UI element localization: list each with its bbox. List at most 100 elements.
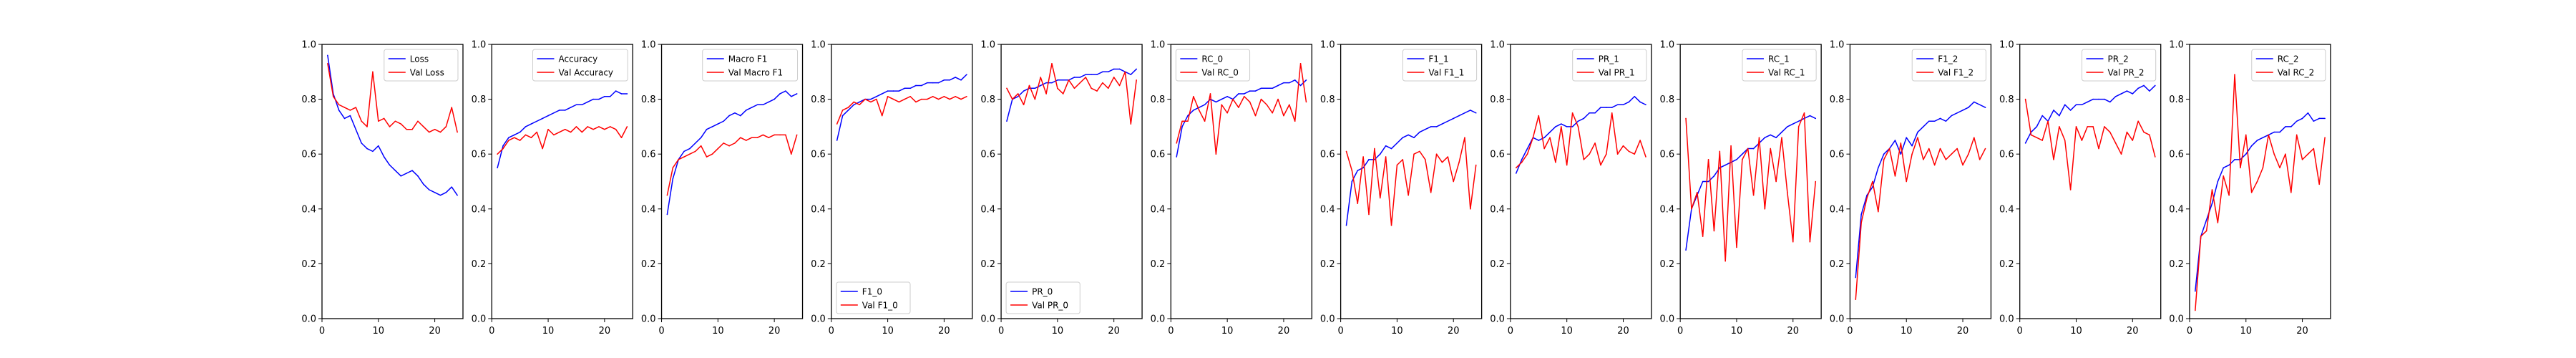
data-point bbox=[434, 128, 436, 130]
data-point bbox=[1719, 150, 1721, 153]
data-point bbox=[2223, 175, 2225, 177]
x-tick-label: 10 bbox=[1731, 326, 1743, 337]
y-tick-label: 0.0 bbox=[641, 314, 656, 325]
data-point bbox=[728, 145, 730, 147]
x-tick-label: 20 bbox=[2127, 326, 2139, 337]
data-point bbox=[1425, 128, 1426, 130]
data-point bbox=[1215, 153, 1217, 155]
data-point bbox=[1221, 98, 1223, 100]
data-point bbox=[847, 110, 849, 111]
data-point bbox=[559, 131, 560, 133]
data-point bbox=[1226, 112, 1228, 114]
y-tick-label: 0.2 bbox=[811, 259, 826, 270]
data-point bbox=[1855, 299, 1857, 300]
data-point bbox=[756, 137, 758, 139]
data-point bbox=[1243, 95, 1245, 97]
data-point bbox=[542, 147, 543, 150]
legend-label: PR_1 bbox=[1599, 54, 1619, 64]
data-point bbox=[1543, 137, 1545, 139]
data-point bbox=[1866, 197, 1868, 199]
series-line-train bbox=[2195, 112, 2326, 291]
x-tick-label: 20 bbox=[599, 326, 611, 337]
data-point bbox=[581, 104, 583, 106]
data-point bbox=[1713, 175, 1715, 177]
data-point bbox=[864, 98, 866, 100]
data-point bbox=[1390, 224, 1392, 226]
legend-label: Val RC_1 bbox=[1768, 68, 1805, 78]
data-point bbox=[1697, 192, 1698, 193]
data-point bbox=[960, 79, 962, 81]
data-point bbox=[451, 107, 453, 108]
y-tick-label: 0.2 bbox=[980, 259, 995, 270]
legend-label: F1_2 bbox=[1938, 54, 1958, 64]
data-point bbox=[1571, 126, 1574, 127]
data-point bbox=[1894, 140, 1896, 141]
x-tick-label: 0 bbox=[319, 326, 325, 337]
data-point bbox=[859, 101, 861, 103]
data-point bbox=[615, 90, 617, 92]
data-point bbox=[400, 123, 402, 125]
data-point bbox=[434, 192, 436, 193]
legend-label: Val F1_0 bbox=[862, 301, 898, 311]
data-point bbox=[2024, 98, 2026, 100]
data-point bbox=[1917, 131, 1918, 133]
data-point bbox=[1775, 180, 1777, 183]
series-line-val bbox=[1516, 112, 1646, 168]
data-point bbox=[2273, 131, 2275, 133]
data-point bbox=[1045, 82, 1047, 84]
x-tick-label: 20 bbox=[1278, 326, 1290, 337]
data-point bbox=[2217, 222, 2219, 223]
data-point bbox=[2075, 126, 2077, 127]
data-point bbox=[1419, 131, 1420, 133]
y-tick-label: 0.6 bbox=[2169, 150, 2184, 160]
legend-label: Val PR_2 bbox=[2108, 68, 2145, 78]
data-point bbox=[1787, 126, 1788, 127]
data-point bbox=[1724, 164, 1726, 166]
data-point bbox=[361, 120, 362, 122]
data-point bbox=[859, 104, 861, 106]
data-point bbox=[1447, 156, 1449, 158]
data-point bbox=[1034, 98, 1036, 100]
data-point bbox=[1951, 153, 1953, 155]
data-point bbox=[1198, 110, 1200, 111]
data-point bbox=[428, 189, 430, 190]
data-point bbox=[1470, 110, 1471, 111]
legend-label: Loss bbox=[410, 54, 429, 64]
data-point bbox=[717, 147, 719, 150]
data-point bbox=[592, 98, 594, 100]
data-point bbox=[2240, 167, 2241, 169]
x-tick-label: 10 bbox=[1561, 326, 1573, 337]
plot-frame bbox=[1340, 44, 1483, 319]
data-point bbox=[1973, 101, 1975, 103]
data-point bbox=[689, 153, 691, 155]
series-line-val bbox=[2195, 74, 2326, 311]
data-point bbox=[790, 95, 792, 97]
data-point bbox=[530, 137, 532, 139]
data-point bbox=[1962, 164, 1963, 166]
data-point bbox=[1464, 112, 1465, 114]
x-tick-label: 10 bbox=[2070, 326, 2082, 337]
data-point bbox=[1249, 101, 1251, 103]
data-point bbox=[1118, 68, 1121, 70]
subplot-2: 0.0 0.2 0.4 0.6 0.8 1.0 0 10 20 Accuracy Val Accur… bbox=[472, 40, 633, 337]
data-point bbox=[1984, 107, 1986, 108]
subplot-11: 0.0 0.2 0.4 0.6 0.8 1.0 0 10 20 PR_2 Val PR_2 bbox=[1999, 40, 2162, 337]
data-point bbox=[1561, 123, 1562, 125]
series-line-train bbox=[1855, 101, 1986, 278]
x-tick-label: 10 bbox=[1391, 326, 1403, 337]
series-line-train bbox=[497, 90, 628, 168]
data-point bbox=[2273, 153, 2275, 155]
data-point bbox=[1707, 159, 1709, 160]
data-point bbox=[2200, 236, 2202, 237]
data-point bbox=[1085, 74, 1087, 75]
y-tick-label: 0.2 bbox=[1320, 259, 1335, 270]
y-tick-label: 0.8 bbox=[1490, 95, 1505, 105]
data-point bbox=[1085, 77, 1087, 78]
data-point bbox=[695, 142, 696, 144]
data-point bbox=[943, 79, 945, 81]
data-point bbox=[876, 98, 877, 100]
y-tick-label: 0.2 bbox=[1151, 259, 1166, 270]
y-tick-label: 0.6 bbox=[1830, 150, 1845, 160]
data-point bbox=[1045, 93, 1047, 95]
data-point bbox=[400, 175, 402, 177]
